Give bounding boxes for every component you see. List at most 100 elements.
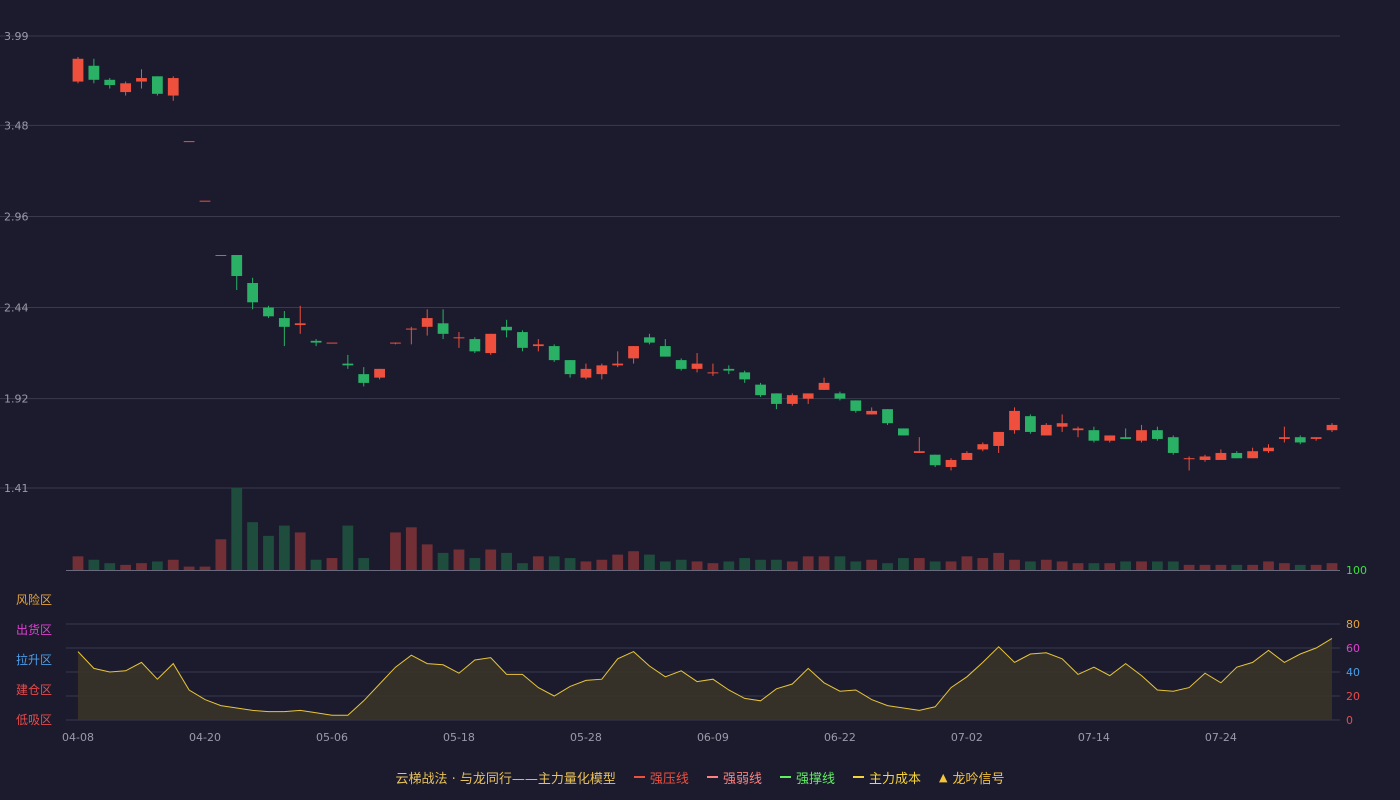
volume-bar — [961, 556, 973, 570]
indicator-tick-label: 0 — [1346, 714, 1353, 727]
volume-bar — [1231, 564, 1243, 570]
volume-bar — [786, 561, 798, 570]
candle-body — [929, 454, 941, 466]
price-tick-label: 1.41 — [4, 482, 29, 495]
candle-body — [453, 337, 465, 339]
volume-bar — [342, 525, 354, 570]
candle-body — [596, 365, 608, 375]
legend-label-strong-weak: 强弱线 — [722, 771, 762, 787]
volume-bar — [326, 558, 338, 570]
volume-bar — [1294, 564, 1306, 570]
candle-body — [723, 368, 735, 371]
candle-body — [1215, 452, 1227, 460]
candle-body — [1310, 437, 1322, 439]
indicator-tick-label: 80 — [1346, 618, 1360, 631]
volume-bar — [913, 558, 925, 570]
volume-bar — [1215, 564, 1227, 570]
price-tick-label: 1.92 — [4, 393, 29, 406]
legend-item-strong-pressure[interactable]: 强压线 — [633, 768, 689, 787]
volume-bar — [564, 558, 576, 570]
volume-bar — [151, 561, 163, 570]
candle-body — [1025, 416, 1036, 432]
price-tick-label: 2.44 — [4, 302, 29, 315]
legend-swatch-main-cost — [852, 776, 864, 778]
volume-bar — [739, 558, 751, 570]
legend-item-strong-weak[interactable]: 强弱线 — [706, 768, 762, 787]
candle-body — [739, 372, 751, 380]
candle-body — [612, 363, 624, 366]
x-tick-label: 05-06 — [316, 731, 348, 744]
candle-body — [1183, 458, 1195, 460]
volume-bar — [755, 559, 766, 570]
volume-bar — [1263, 561, 1274, 570]
candle-body — [390, 342, 401, 344]
candle-body — [136, 78, 147, 82]
volume-bar — [136, 563, 147, 570]
x-tick-label: 04-08 — [62, 731, 94, 744]
volume-bar — [866, 559, 878, 570]
legend-title: 云梯战法 · 与龙同行——主力量化模型 — [395, 771, 616, 787]
volume-bar — [120, 564, 132, 570]
candle-body — [1072, 428, 1084, 431]
candle-body — [342, 363, 354, 366]
volume-bar — [644, 554, 655, 570]
candle-body — [278, 318, 290, 327]
candle-body — [72, 58, 84, 82]
candle-body — [644, 337, 655, 343]
candle-body — [1040, 424, 1052, 436]
volume-bar — [977, 558, 989, 570]
legend-item-strong-support[interactable]: 强撑线 — [779, 768, 835, 787]
zone-label: 低吸区 — [16, 713, 52, 727]
candle-body — [675, 360, 687, 369]
candle-body — [1294, 437, 1306, 443]
zone-label: 拉升区 — [16, 652, 52, 667]
volume-bar — [929, 561, 941, 570]
candle-body — [977, 444, 989, 450]
legend-label-strong-support: 强撑线 — [795, 771, 835, 787]
candle-body — [707, 372, 719, 374]
legend-label-main-cost: 主力成本 — [868, 771, 921, 787]
volume-bar — [405, 527, 417, 570]
zone-label: 建仓区 — [16, 683, 52, 697]
volume-bar — [834, 556, 846, 570]
legend-item-main-cost[interactable]: 主力成本 — [852, 768, 921, 787]
candle-body — [1263, 447, 1274, 452]
volume-bar — [453, 549, 465, 570]
volume-bar — [802, 556, 814, 570]
candle-body — [469, 339, 481, 352]
candle-body — [834, 393, 846, 399]
candle-body — [1056, 423, 1068, 427]
candle-body — [120, 83, 132, 93]
legend-item-dragon-signal[interactable]: ▲ 龙吟信号 — [939, 768, 1004, 787]
volume-bar — [1326, 563, 1338, 570]
x-tick-label: 07-02 — [951, 731, 983, 744]
volume-bar — [1072, 563, 1084, 570]
x-tick-label: 07-24 — [1205, 731, 1237, 744]
volume-bar — [469, 558, 481, 570]
candle-body — [1088, 430, 1100, 441]
zone-label: 风险区 — [16, 592, 52, 607]
volume-bar — [532, 556, 544, 570]
candle-body — [786, 395, 798, 404]
volume-bar — [1199, 564, 1211, 570]
candle-body — [818, 382, 830, 390]
volume-bar — [88, 559, 100, 570]
volume-bar — [501, 552, 512, 570]
volume-bar — [247, 522, 259, 570]
volume-bar — [1167, 561, 1179, 570]
volume-bar — [659, 561, 671, 570]
candle-body — [326, 342, 338, 344]
candle-body — [866, 410, 878, 415]
price-tick-label: 3.48 — [4, 119, 29, 132]
legend-swatch-strong-pressure — [633, 776, 645, 778]
candle-body — [501, 326, 512, 331]
volume-bar — [818, 556, 830, 570]
candle-body — [1278, 437, 1290, 439]
candle-body — [294, 323, 306, 326]
volume-bar — [1009, 559, 1020, 570]
price-tick-label: 3.99 — [4, 30, 29, 43]
volume-bar — [596, 559, 608, 570]
volume-bar — [294, 532, 306, 570]
volume-bar — [263, 535, 274, 570]
